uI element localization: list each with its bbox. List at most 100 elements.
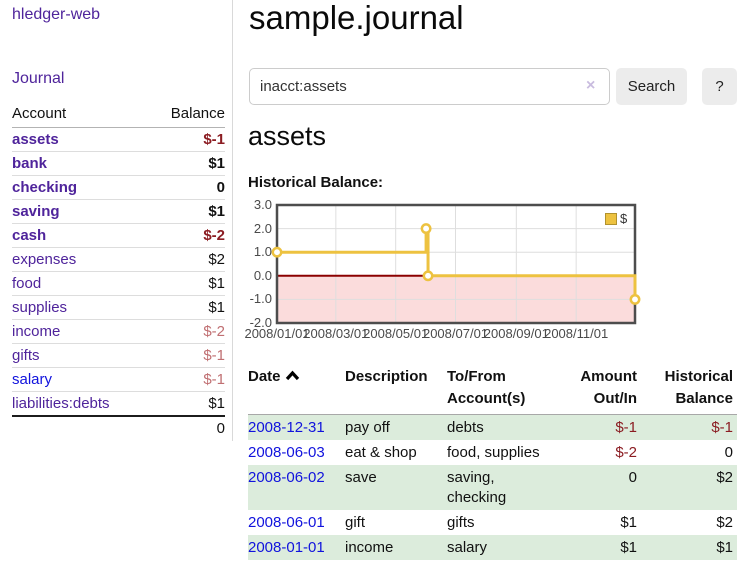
balance-column-header: Balance — [162, 101, 225, 128]
account-balance: $-2 — [162, 223, 225, 248]
x-axis-tick-label: 2008/01/01 — [244, 326, 310, 341]
account-link-salary[interactable]: salary — [12, 371, 53, 388]
transaction-amount: $1 — [620, 514, 637, 531]
account-heading: assets — [248, 121, 327, 151]
account-row-expenses: expenses $2 — [12, 247, 225, 272]
date-header-label: Date — [248, 368, 281, 385]
date-column-header[interactable]: Date — [248, 362, 345, 415]
transaction-accounts: salary — [447, 539, 488, 556]
legend-swatch-icon — [605, 212, 617, 225]
register-header-row: Date Description To/From Account(s) Amou… — [248, 362, 737, 415]
account-link-income[interactable]: income — [12, 323, 61, 340]
register-row: 2008-06-03 eat & shop food, supplies $-2… — [248, 440, 737, 465]
historical-balance-chart: $ 3.0 2.0 1.0 0.0 -1.0 -2.0 2008/01/01 2008/03/… — [244, 197, 742, 346]
page-title: sample.journal — [249, 0, 464, 36]
account-row-supplies: supplies $1 — [12, 295, 225, 320]
account-row-liabilities-debts: liabilities:debts $1 — [12, 392, 225, 417]
legend-label: $ — [620, 211, 628, 226]
accounts-total-value: 0 — [162, 415, 225, 440]
x-axis-tick-label: 2008/03/01 — [303, 326, 369, 341]
y-axis-tick-label: -1.0 — [249, 291, 272, 307]
transaction-balance: $2 — [716, 514, 733, 531]
register-table: Date Description To/From Account(s) Amou… — [248, 362, 737, 560]
transaction-balance: $1 — [716, 539, 733, 556]
account-link-expenses[interactable]: expenses — [12, 251, 77, 268]
chart-heading: Historical Balance: — [248, 174, 384, 191]
chart-legend: $ — [602, 210, 631, 227]
x-axis-tick-label: 2008/09/01 — [483, 326, 549, 341]
app-title-link[interactable]: hledger-web — [12, 6, 101, 23]
account-link-cash[interactable]: cash — [12, 227, 47, 244]
account-row-saving: saving $1 — [12, 199, 225, 224]
sidebar: hledger-web Journal Account Balance asse… — [0, 0, 233, 441]
account-balance: $1 — [162, 199, 225, 224]
accounts-column-header: To/From Account(s) — [447, 362, 555, 415]
transaction-date-link[interactable]: 2008-06-03 — [248, 444, 325, 461]
account-row-assets: assets $-1 — [12, 127, 225, 152]
transaction-balance: 0 — [724, 444, 733, 461]
y-axis-tick-label: -2.0 — [249, 315, 272, 330]
search-input[interactable] — [249, 68, 610, 105]
amount-column-header: Amount Out/In — [555, 362, 641, 415]
x-axis-tick-label: 2008/07/01 — [422, 326, 489, 341]
sidebar-item-journal[interactable]: Journal — [12, 70, 65, 87]
help-button[interactable]: ? — [702, 68, 737, 105]
account-row-food: food $1 — [12, 271, 225, 296]
transaction-date-link[interactable]: 2008-12-31 — [248, 419, 325, 436]
search-form: × Search ? — [248, 68, 742, 105]
accounts-table-header: Account Balance — [12, 101, 225, 128]
y-axis-tick-label: 3.0 — [253, 197, 272, 212]
account-row-bank: bank $1 — [12, 151, 225, 176]
account-balance: $1 — [162, 271, 225, 296]
transaction-description: gift — [345, 514, 366, 531]
account-balance: $-1 — [162, 127, 225, 152]
account-balance: $1 — [162, 295, 225, 320]
transaction-date-link[interactable]: 2008-01-01 — [248, 539, 325, 556]
account-balance: $2 — [162, 247, 225, 272]
account-link-liabilities-debts[interactable]: liabilities:debts — [12, 395, 110, 412]
balance-column-header: Historical Balance — [641, 362, 737, 415]
account-balance: $-1 — [162, 367, 225, 392]
x-axis-tick-label: 2008/05/01 — [363, 326, 429, 341]
transaction-balance: $2 — [716, 469, 733, 486]
transaction-date-link[interactable]: 2008-06-02 — [248, 469, 325, 486]
chart-canvas — [271, 203, 641, 325]
transaction-amount: 0 — [628, 469, 637, 486]
accounts-total-row: 0 — [12, 415, 225, 440]
register-row: 2008-01-01 income salary $1 $1 — [248, 535, 737, 560]
search-button[interactable]: Search — [616, 68, 687, 105]
x-axis-tick-label: 2008/11/01 — [544, 326, 609, 341]
transaction-accounts: saving, checking — [447, 469, 507, 506]
transaction-amount: $1 — [620, 539, 637, 556]
transaction-amount: $-1 — [615, 419, 637, 436]
account-link-food[interactable]: food — [12, 275, 42, 292]
account-link-saving[interactable]: saving — [12, 203, 60, 220]
transaction-amount: $-2 — [615, 444, 637, 461]
account-balance: $1 — [208, 395, 225, 412]
account-link-checking[interactable]: checking — [12, 179, 78, 196]
clear-search-icon[interactable]: × — [586, 77, 596, 94]
account-column-header: Account — [12, 101, 162, 128]
account-row-salary: salary $-1 — [12, 367, 225, 392]
account-row-gifts: gifts $-1 — [12, 343, 225, 368]
account-balance: $-1 — [162, 343, 225, 368]
account-row-income: income $-2 — [12, 319, 225, 344]
y-axis-tick-label: 0.0 — [253, 267, 272, 283]
register-row: 2008-06-01 gift gifts $1 $2 — [248, 510, 737, 535]
main-content: sample.journal × Search ? assets Histori… — [244, 0, 742, 582]
transaction-accounts: food, supplies — [447, 444, 540, 461]
register-row: 2008-06-02 save saving, checking 0 $2 — [248, 465, 737, 510]
account-link-supplies[interactable]: supplies — [12, 299, 68, 316]
account-link-gifts[interactable]: gifts — [12, 347, 40, 364]
transaction-balance: $-1 — [711, 419, 733, 436]
account-link-assets[interactable]: assets — [12, 131, 59, 148]
account-balance: $1 — [162, 151, 225, 176]
transaction-accounts: debts — [447, 419, 484, 436]
account-link-bank[interactable]: bank — [12, 155, 48, 172]
accounts-table: Account Balance assets $-1 bank $1 check… — [12, 101, 225, 440]
y-axis-tick-label: 1.0 — [253, 244, 272, 260]
account-balance: $-2 — [162, 319, 225, 344]
transaction-date-link[interactable]: 2008-06-01 — [248, 514, 325, 531]
account-row-cash: cash $-2 — [12, 223, 225, 248]
transaction-accounts: gifts — [447, 514, 475, 531]
